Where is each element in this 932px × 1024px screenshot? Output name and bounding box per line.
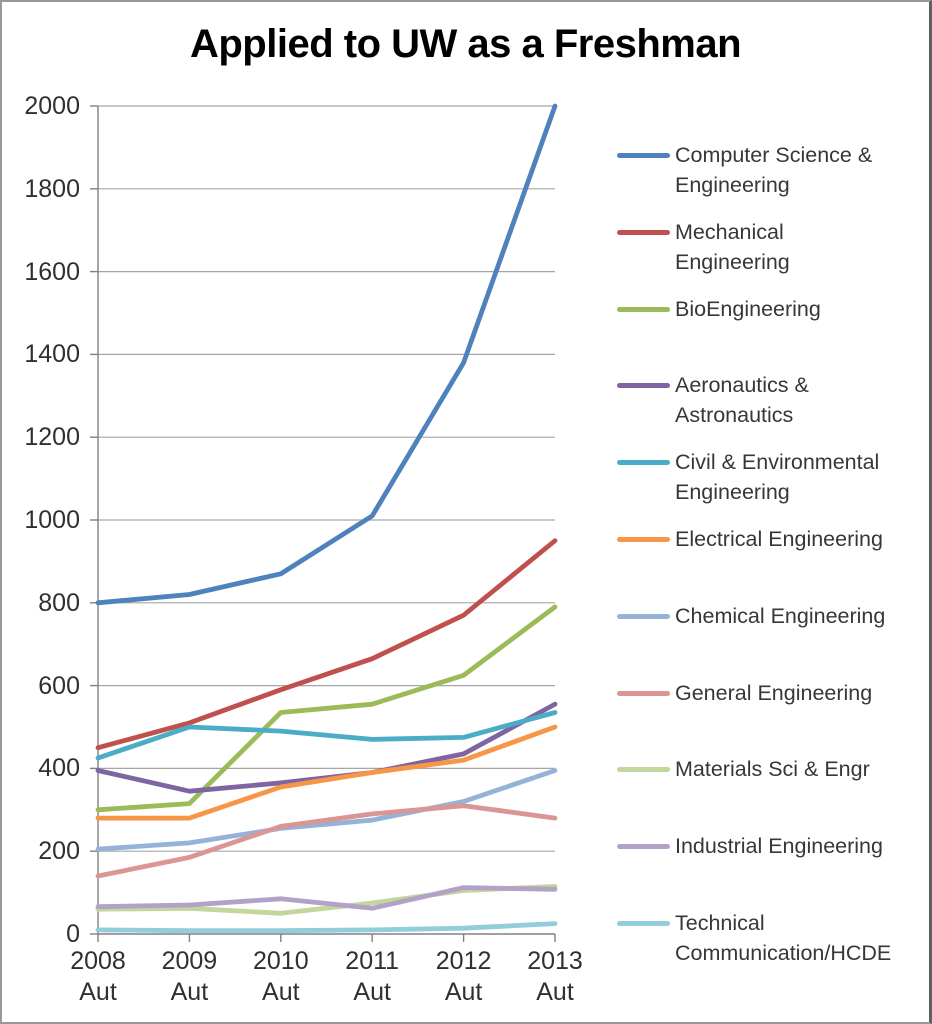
- series-line-industrial-engineering: [95, 885, 558, 911]
- series-line-computer-science-engineering: [95, 103, 558, 606]
- series-line-technical-communication-hcde: [95, 921, 558, 934]
- series-line-chemical-engineering: [95, 768, 558, 852]
- series-line-general-engineering: [95, 803, 558, 879]
- series-line-electrical-engineering: [95, 724, 558, 821]
- chart-title: Applied to UW as a Freshman: [189, 22, 742, 66]
- series-line-bioengineering: [95, 604, 558, 813]
- series-line-civil-environmental-engineering: [95, 710, 558, 761]
- series-line-mechanical-engineering: [95, 538, 558, 751]
- series-line-materials-sci-engr: [95, 884, 558, 916]
